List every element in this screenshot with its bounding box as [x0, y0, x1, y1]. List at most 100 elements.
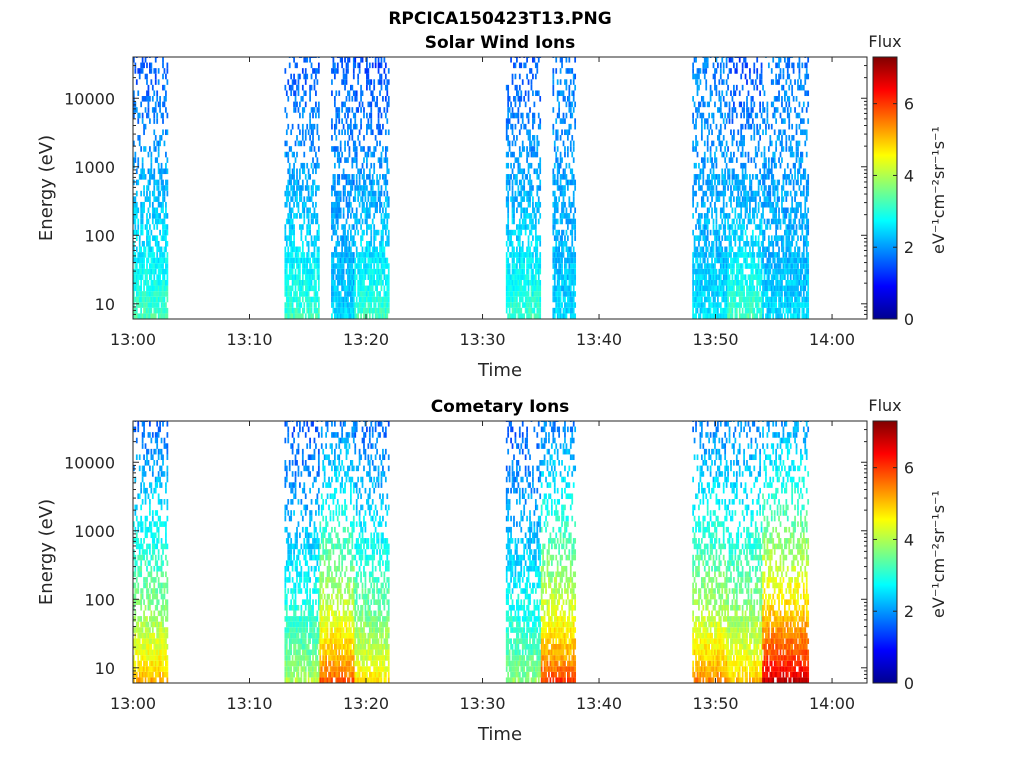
heatmap-cell: [721, 140, 724, 147]
heatmap-cell: [301, 279, 304, 286]
heatmap-cell: [357, 307, 360, 314]
heatmap-cell: [143, 62, 145, 69]
heatmap-cell: [753, 213, 756, 219]
heatmap-cell: [156, 224, 159, 230]
heatmap-cell: [287, 235, 290, 241]
heatmap-cell: [333, 162, 336, 169]
heatmap-cell: [290, 196, 293, 202]
heatmap-cell: [507, 246, 510, 253]
heatmap-cell: [354, 285, 357, 292]
heatmap-cell: [336, 235, 339, 241]
heatmap-cell: [293, 240, 295, 247]
heatmap-cell: [379, 274, 381, 280]
heatmap-cell: [315, 257, 317, 264]
heatmap-cell: [776, 224, 779, 230]
heatmap-cell: [345, 285, 348, 292]
heatmap-cell: [371, 291, 374, 297]
heatmap-cell: [753, 157, 756, 163]
heatmap-cell: [386, 79, 389, 85]
heatmap-cell: [373, 296, 376, 303]
heatmap-cell: [149, 296, 151, 303]
heatmap-cell: [521, 118, 524, 124]
heatmap-cell: [294, 79, 297, 85]
heatmap-cell: [574, 229, 577, 236]
heatmap-cell: [706, 57, 709, 63]
heatmap-cell: [338, 307, 341, 314]
heatmap-cell: [781, 279, 783, 286]
heatmap-cell: [133, 291, 135, 297]
heatmap-cell: [760, 68, 763, 74]
heatmap-cell: [331, 123, 333, 130]
heatmap-cell: [574, 179, 577, 186]
heatmap-cell: [165, 285, 167, 292]
heatmap-cell: [552, 84, 555, 91]
heatmap-cell: [157, 79, 160, 85]
heatmap-cell: [347, 129, 349, 136]
heatmap-cell: [134, 68, 137, 74]
heatmap-cell: [150, 285, 153, 292]
heatmap-cell: [162, 307, 164, 314]
heatmap-cell: [556, 146, 559, 152]
heatmap-cell: [162, 118, 164, 124]
heatmap-cell: [165, 229, 167, 236]
heatmap-cell: [511, 79, 514, 85]
heatmap-cell: [304, 279, 307, 286]
heatmap-cell: [384, 73, 387, 80]
heatmap-cell: [775, 118, 778, 124]
heatmap-cell: [706, 257, 709, 264]
heatmap-cell: [751, 279, 754, 286]
heatmap-cell: [352, 62, 355, 69]
heatmap-cell: [564, 168, 566, 175]
heatmap-cell: [386, 201, 389, 208]
heatmap-cell: [335, 201, 338, 208]
heatmap-cell: [767, 246, 770, 253]
heatmap-cell: [376, 123, 378, 130]
heatmap-cell: [361, 207, 364, 214]
heatmap-cell: [144, 302, 147, 308]
heatmap-cell: [315, 112, 317, 119]
heatmap-cell: [352, 235, 355, 241]
heatmap-cell: [149, 179, 151, 186]
heatmap-cell: [162, 201, 164, 208]
heatmap-cell: [352, 213, 355, 219]
heatmap-cell: [367, 224, 370, 230]
heatmap-cell: [137, 252, 140, 258]
heatmap-cell: [133, 252, 135, 258]
heatmap-cell: [782, 84, 785, 91]
heatmap-cell: [339, 146, 342, 152]
heatmap-cell: [364, 218, 367, 225]
heatmap-cell: [559, 68, 562, 74]
heatmap-cell: [762, 207, 764, 214]
heatmap-cell: [368, 285, 371, 292]
heatmap-cell: [384, 207, 387, 214]
heatmap-cell: [702, 168, 705, 175]
heatmap-cell: [149, 285, 151, 292]
heatmap-cell: [558, 112, 561, 119]
heatmap-cell: [782, 235, 785, 241]
heatmap-cell: [537, 174, 540, 180]
heatmap-cell: [336, 296, 339, 303]
heatmap-cell: [695, 190, 697, 197]
heatmap-cell: [516, 207, 518, 214]
heatmap-cell: [513, 218, 515, 225]
heatmap-cell: [357, 252, 360, 258]
heatmap-cell: [555, 196, 558, 202]
heatmap-cell: [333, 174, 336, 180]
heatmap-cell: [348, 246, 351, 253]
heatmap-cell: [333, 68, 336, 74]
heatmap-cell: [285, 218, 288, 225]
heatmap-cell: [293, 201, 295, 208]
heatmap-cell: [574, 224, 577, 230]
heatmap-cell: [140, 207, 143, 214]
heatmap-cell: [786, 274, 789, 280]
heatmap-cell: [331, 90, 333, 97]
heatmap-cell: [160, 268, 163, 275]
heatmap-cell: [332, 207, 335, 214]
heatmap-cell: [316, 313, 319, 319]
heatmap-cell: [160, 246, 163, 253]
heatmap-cell: [708, 291, 711, 297]
heatmap-cell: [288, 229, 291, 236]
heatmap-cell: [721, 218, 724, 225]
heatmap-cell: [722, 118, 725, 124]
heatmap-cell: [361, 302, 364, 308]
